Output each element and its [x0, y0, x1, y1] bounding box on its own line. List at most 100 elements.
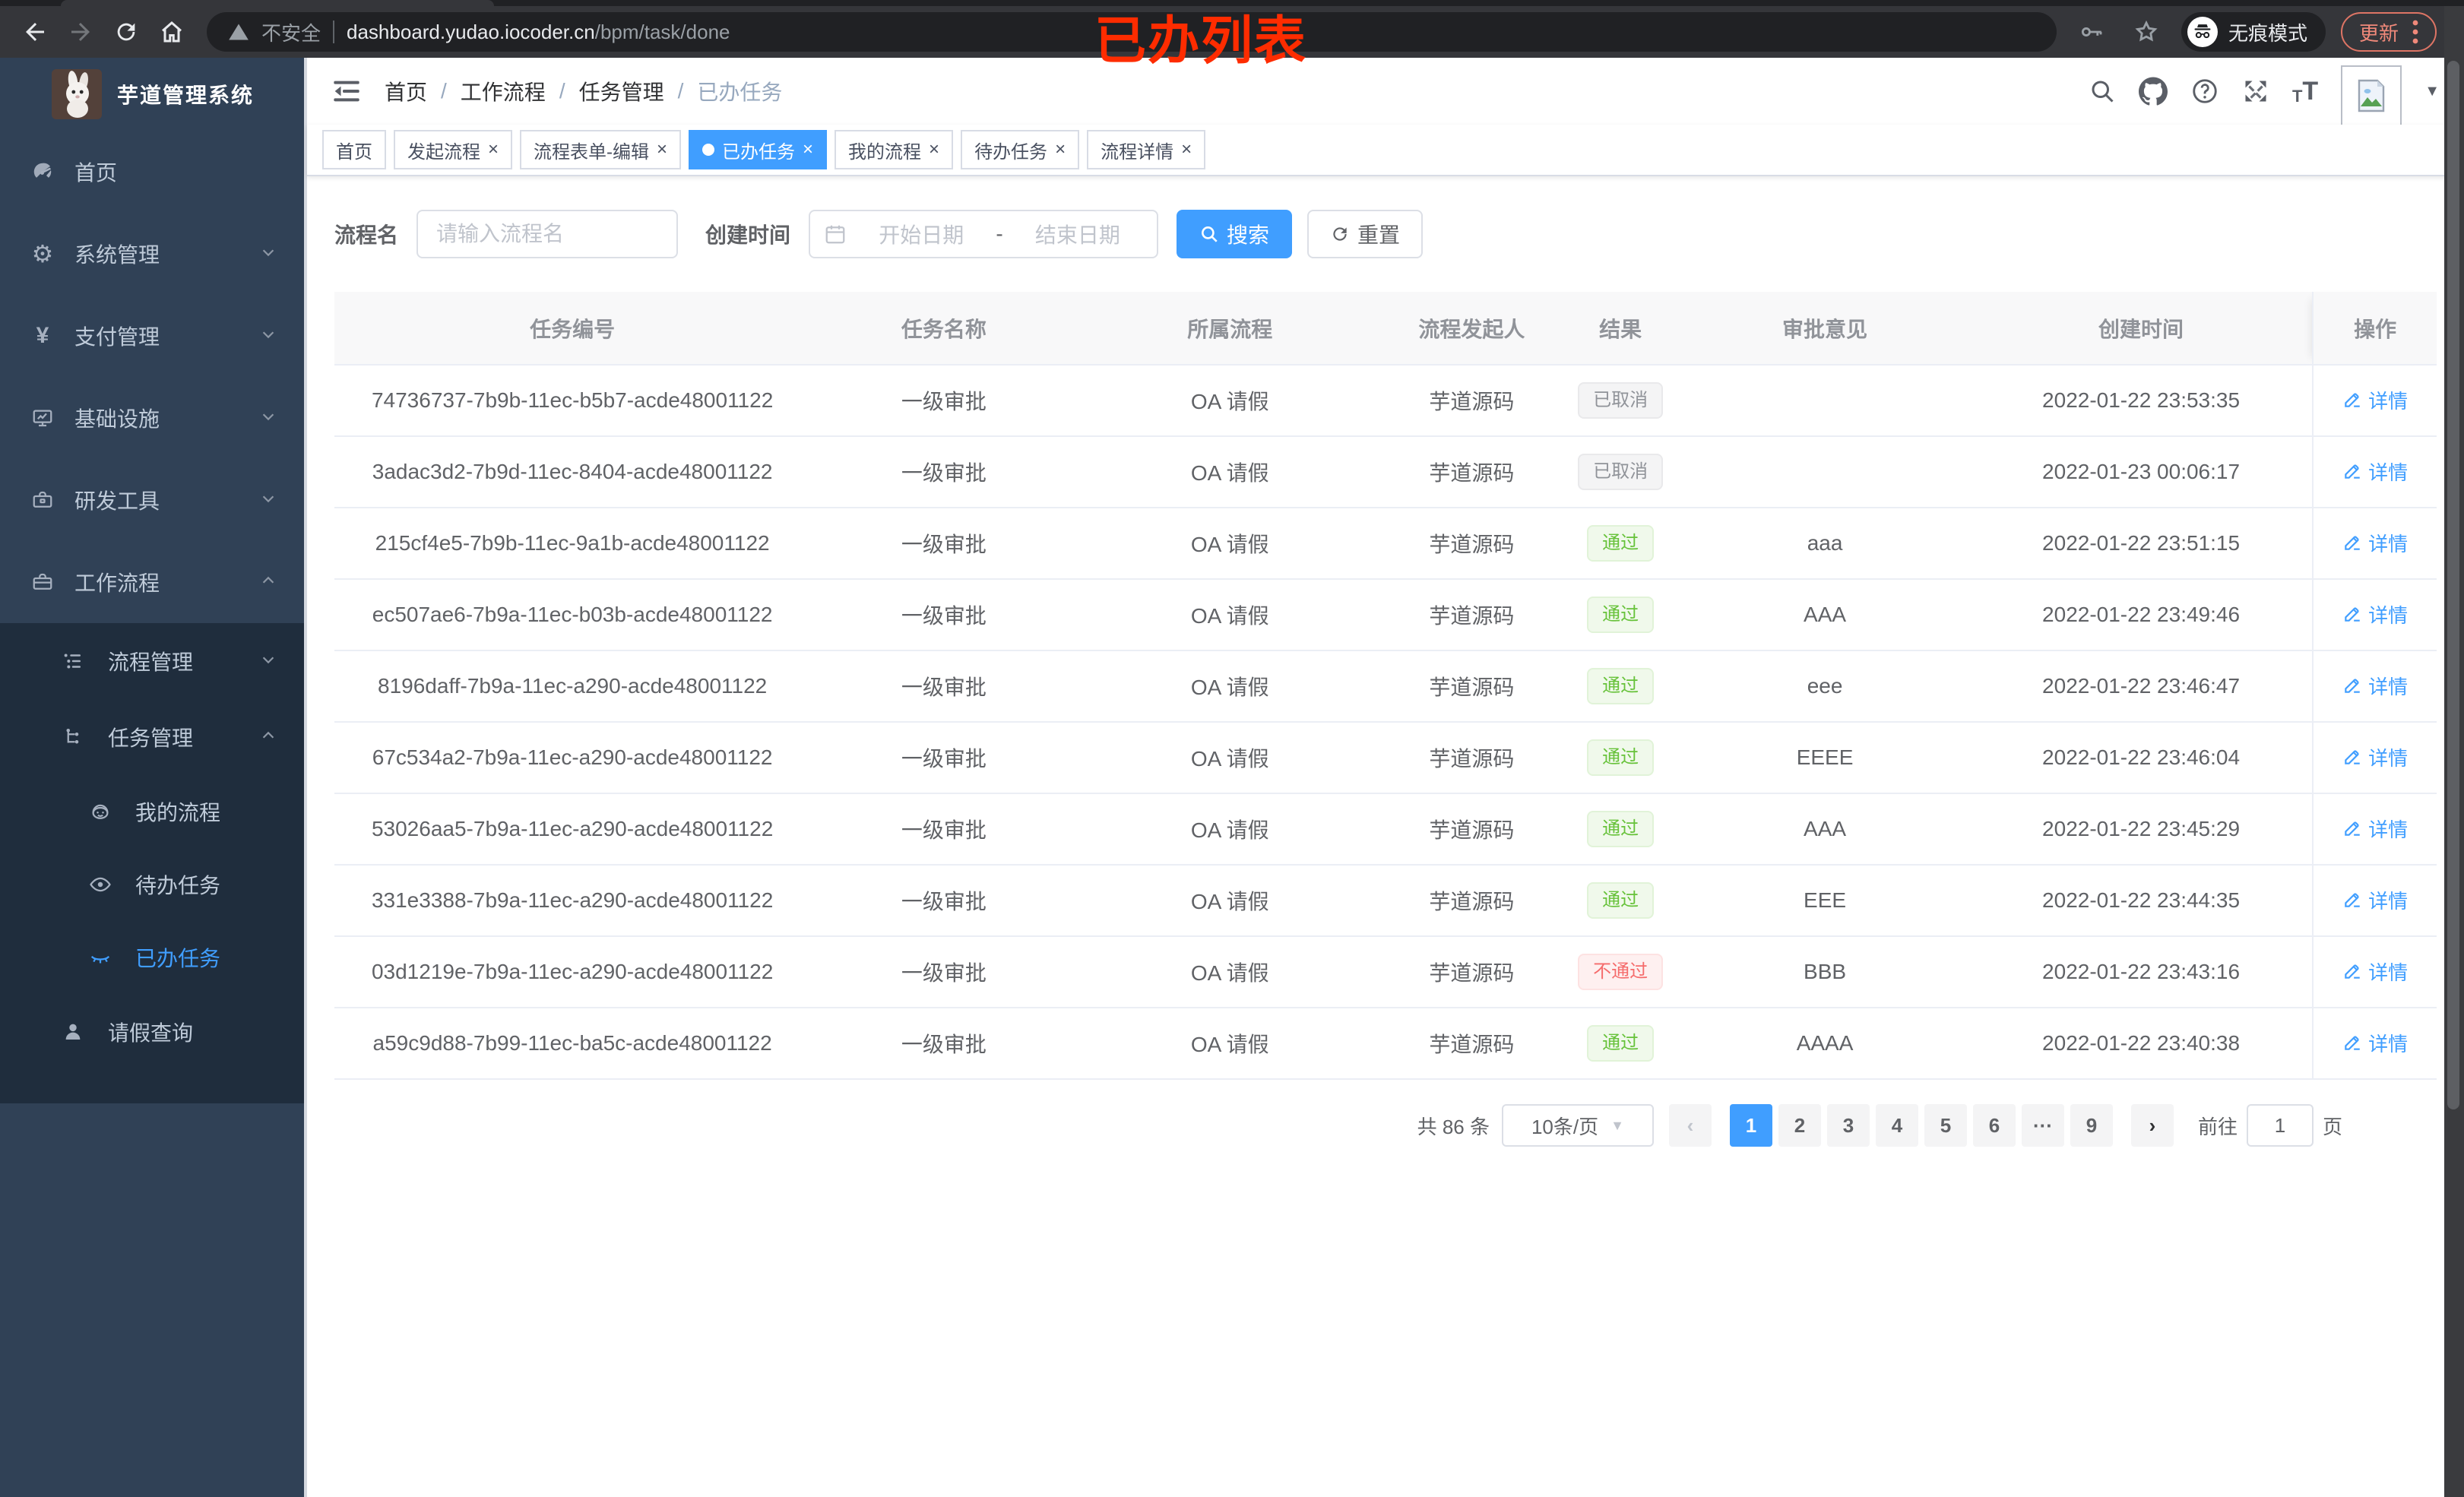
detail-link[interactable]: 详情 [2342, 815, 2408, 843]
tab-label: 首页 [336, 141, 372, 163]
date-range-input[interactable]: 开始日期 - 结束日期 [809, 210, 1159, 258]
fullscreen-icon[interactable] [2242, 78, 2269, 105]
star-icon[interactable] [2127, 12, 2166, 52]
search-icon [1202, 226, 1218, 242]
edit-pen-icon [2345, 393, 2360, 407]
page-button-···[interactable]: ··· [2021, 1104, 2064, 1147]
page-button-3[interactable]: 3 [1826, 1104, 1870, 1147]
page-button-6[interactable]: 6 [1972, 1104, 2016, 1147]
goto-page-input[interactable] [2246, 1104, 2314, 1147]
tab-close-icon[interactable]: × [929, 139, 940, 160]
sidebar-item-pay[interactable]: ¥ 支付管理 [0, 295, 304, 377]
collapse-sidebar-icon[interactable] [331, 76, 362, 106]
sidebar-item-label: 系统管理 [74, 243, 160, 267]
process-name-input[interactable] [416, 210, 679, 258]
sidebar-item-leave-query[interactable]: 请假查询 [0, 994, 304, 1070]
menu-dots-icon[interactable] [2412, 20, 2418, 44]
breadcrumb-item[interactable]: 首页 [385, 81, 428, 104]
page-button-2[interactable]: 2 [1778, 1104, 1821, 1147]
detail-link[interactable]: 详情 [2342, 886, 2408, 914]
tab-6[interactable]: 待办任务 × [961, 130, 1080, 169]
tab-close-icon[interactable]: × [1181, 139, 1192, 160]
sidebar-item-task-mgmt[interactable]: 任务管理 [0, 699, 304, 775]
breadcrumb-item[interactable]: 任务管理 [578, 81, 664, 104]
prev-page-button[interactable]: ‹ [1668, 1104, 1712, 1147]
tab-1[interactable]: 首页 [322, 130, 386, 169]
tab-5[interactable]: 我的流程 × [835, 130, 954, 169]
forward-icon[interactable] [61, 12, 100, 52]
tab-2[interactable]: 发起流程 × [394, 130, 513, 169]
tab-close-icon[interactable]: × [803, 139, 814, 160]
search-icon[interactable] [2089, 78, 2116, 105]
sidebar-item-done-tasks[interactable]: 已办任务 [0, 921, 304, 994]
tab-7[interactable]: 流程详情 × [1087, 130, 1206, 169]
cell-result: 已取消 [1560, 365, 1680, 437]
caret-down-icon[interactable]: ▼ [2424, 82, 2440, 100]
result-badge: 通过 [1587, 739, 1655, 776]
tab-close-icon[interactable]: × [488, 139, 499, 160]
sidebar-item-my-process[interactable]: 我的流程 [0, 775, 304, 848]
detail-link[interactable]: 详情 [2342, 1029, 2408, 1057]
cell-starter: 芋道源码 [1382, 865, 1561, 937]
detail-link[interactable]: 详情 [2342, 672, 2408, 700]
sidebar-item-workflow[interactable]: 工作流程 [0, 541, 304, 623]
detail-link[interactable]: 详情 [2342, 743, 2408, 771]
detail-link-label: 详情 [2368, 961, 2409, 984]
reset-button[interactable]: 重置 [1307, 210, 1424, 258]
page-button-1[interactable]: 1 [1729, 1104, 1772, 1147]
detail-link[interactable]: 详情 [2342, 457, 2408, 486]
chevron-down-icon [260, 406, 277, 430]
page-button-9[interactable]: 9 [2070, 1104, 2113, 1147]
cell-create-time: 2022-01-22 23:45:29 [1969, 793, 2314, 866]
key-icon[interactable] [2072, 12, 2111, 52]
github-icon[interactable] [2138, 77, 2168, 106]
detail-link[interactable]: 详情 [2342, 957, 2408, 986]
back-icon[interactable] [15, 12, 55, 52]
breadcrumb-item[interactable]: 工作流程 [460, 81, 546, 104]
result-badge: 通过 [1587, 597, 1655, 633]
logo-row[interactable]: 芋道管理系统 [0, 58, 304, 131]
search-button[interactable]: 搜索 [1177, 210, 1293, 258]
sidebar-item-process-mgmt[interactable]: 流程管理 [0, 623, 304, 699]
cell-opinion: EEEE [1680, 722, 1970, 794]
sidebar-item-system[interactable]: ⚙ 系统管理 [0, 213, 304, 295]
page-button-4[interactable]: 4 [1875, 1104, 1918, 1147]
address-bar[interactable]: 不安全 dashboard.yudao.iocoder.cn/bpm/task/… [207, 12, 2057, 52]
cell-result: 通过 [1560, 508, 1680, 580]
sidebar-item-infra[interactable]: 基础设施 [0, 377, 304, 459]
question-icon[interactable] [2190, 77, 2219, 106]
tab-close-icon[interactable]: × [657, 139, 668, 160]
sidebar-item-devtools[interactable]: 研发工具 [0, 459, 304, 541]
reload-icon[interactable] [106, 12, 146, 52]
detail-link[interactable]: 详情 [2342, 600, 2408, 628]
tab-close-icon[interactable]: × [1055, 139, 1066, 160]
breadcrumb-item: 已办任务 [697, 81, 783, 104]
start-date-placeholder: 开始日期 [879, 223, 964, 247]
page-button-5[interactable]: 5 [1924, 1104, 1967, 1147]
browser-scrollbar[interactable] [2444, 6, 2464, 1497]
detail-link[interactable]: 详情 [2342, 529, 2408, 557]
page-size-select[interactable]: 10条/页 ▼ [1501, 1104, 1654, 1147]
chevron-down-icon [260, 324, 277, 348]
cell-create-time: 2022-01-22 23:49:46 [1969, 579, 2314, 651]
avatar[interactable] [2341, 65, 2402, 126]
scrollbar-thumb[interactable] [2447, 61, 2459, 1109]
browser-actions: 无痕模式 更新 [2072, 12, 2449, 52]
sidebar-item-todo-tasks[interactable]: 待办任务 [0, 848, 304, 921]
tab-4[interactable]: 已办任务 × [689, 130, 828, 169]
cell-opinion [1680, 436, 1970, 508]
tab-3[interactable]: 流程表单-编辑 × [520, 130, 682, 169]
browser-active-tab[interactable] [61, 0, 494, 6]
cell-result: 通过 [1560, 579, 1680, 651]
detail-link[interactable]: 详情 [2342, 386, 2408, 414]
user-icon [61, 1021, 85, 1043]
home-icon[interactable] [152, 12, 192, 52]
sidebar-item-home[interactable]: 首页 [0, 131, 304, 213]
sidebar-item-label: 首页 [74, 161, 118, 185]
next-page-button[interactable]: › [2130, 1104, 2174, 1147]
update-button[interactable]: 更新 [2340, 12, 2437, 52]
list-tree-icon [61, 650, 85, 673]
